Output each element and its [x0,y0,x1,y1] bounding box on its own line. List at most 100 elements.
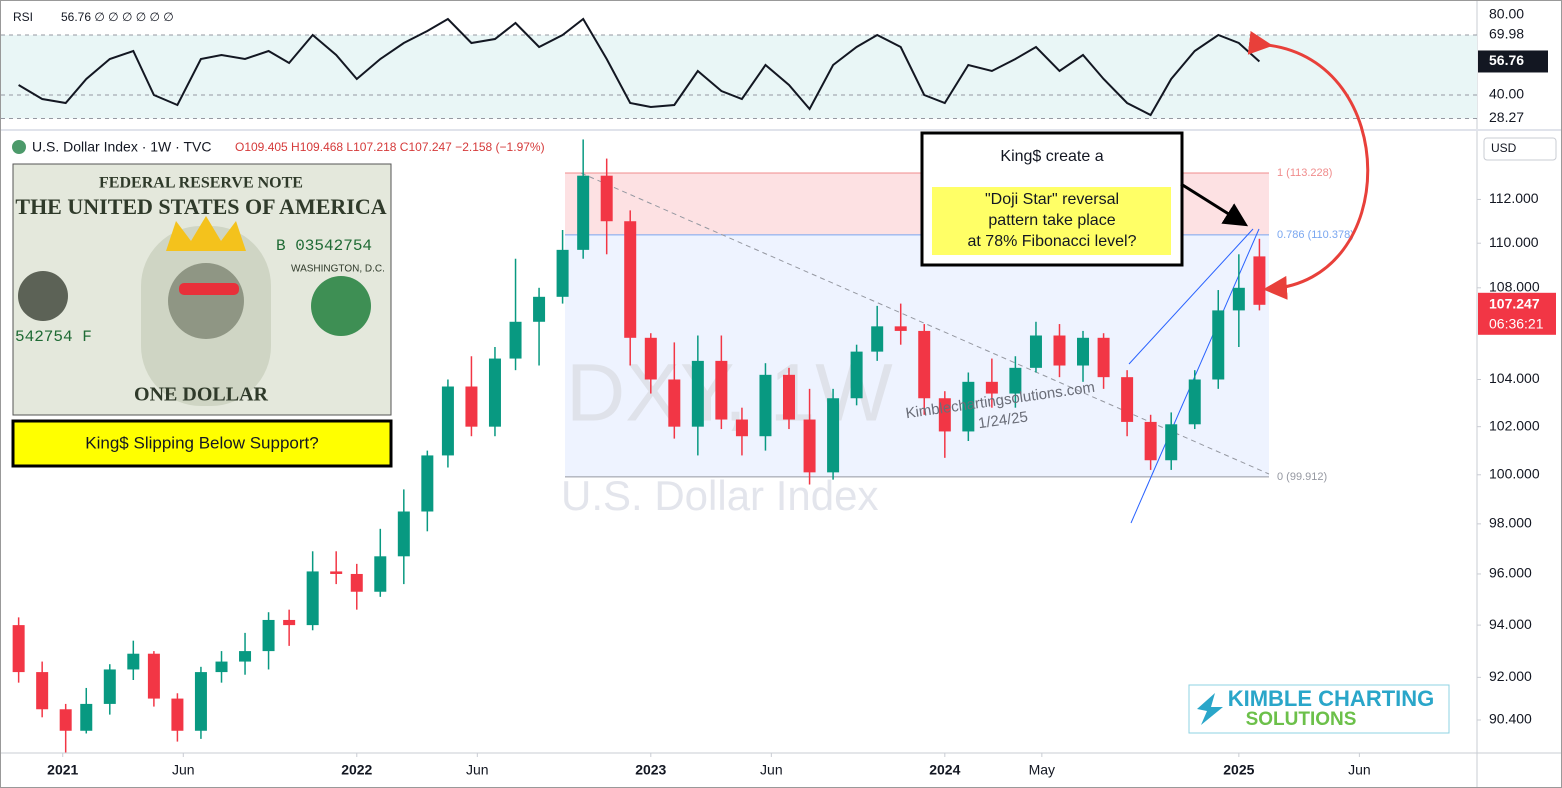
x-tick-label: 2025 [1223,762,1254,778]
candle-body [441,386,454,456]
watermark: U.S. Dollar Index [561,472,878,519]
candle-body [1253,256,1266,305]
candle-body [488,358,501,427]
candle-body [962,381,975,432]
bill-text: B 03542754 [276,237,372,255]
countdown: 06:36:21 [1489,316,1544,332]
note-highlight [932,187,1171,255]
candle-body [374,556,387,592]
note-text: pattern take place [988,212,1115,229]
candle-body [147,653,160,699]
portrait-face [168,263,244,339]
glasses [179,283,239,295]
arrow [1180,182,1249,227]
candle-body [12,625,25,673]
price-subtitle: O109.405 H109.468 L107.218 C107.247 −2.1… [235,140,545,154]
axes: 80.00 69.98 40.00 28.27 56.76 90.400 92.000 94.… [47,6,1556,778]
bill-text: WASHINGTON, D.C. [291,264,385,275]
bill-image: FEDERAL RESERVE NOTE THE UNITED STATES O… [12,163,392,416]
rsi-value: 56.76 [1489,52,1524,68]
rsi-subtitle: 56.76 ∅ ∅ ∅ ∅ ∅ ∅ [61,10,174,24]
rsi-value-box [1478,50,1548,73]
candle-body [556,249,569,297]
seal [18,271,68,321]
candle-body [624,221,637,338]
bill-text: THE UNITED STATES OF AMERICA [15,194,386,219]
candle-body [577,175,590,250]
symbol-icon [12,140,26,154]
candle-body [59,709,72,731]
candle-body [1188,379,1201,425]
candle-body [330,571,343,574]
crown [166,216,246,251]
x-tick-label: Jun [466,762,489,778]
x-tick-label: 2022 [341,762,372,778]
seal [311,276,371,336]
banner-box [11,419,393,468]
candle-body [1029,335,1042,368]
candle-body [465,386,478,427]
candle-body [533,296,546,322]
candle-body [1212,310,1225,380]
candle-body [827,398,840,473]
candle-body [759,374,772,437]
candle-body [239,651,252,662]
candle-body [1097,337,1110,378]
y-tick-label: 80.00 [1489,6,1524,22]
x-tick-label: Jun [1348,762,1371,778]
candle-body [262,619,275,652]
candle-body [1009,367,1022,394]
x-tick-label: Jun [760,762,783,778]
candle-body [1232,287,1245,311]
logo-box [1188,684,1450,734]
candle-body [1077,337,1090,366]
price-box [1478,292,1556,335]
y-tick-label: 102.000 [1489,417,1540,433]
candle-body [894,326,907,331]
y-tick-label: 98.000 [1489,515,1532,531]
candle-body [194,672,207,731]
candle-body [782,374,795,420]
x-tick-label: 2023 [635,762,666,778]
candle-body [36,672,49,710]
fib-label: 1 (113.228) [1277,167,1332,179]
candle-body [600,175,613,222]
arrow [1247,30,1370,300]
bill-text: 542754 F [15,328,92,346]
y-tick-label: 96.000 [1489,565,1532,581]
logo-mark [1197,693,1223,725]
x-tick-label: May [1029,762,1055,778]
candle-body [171,698,184,731]
candle-body [397,511,410,557]
wedge-line [1128,228,1254,365]
candle-body [127,653,140,670]
y-tick-label: 28.27 [1489,109,1524,125]
bill-text: FEDERAL RESERVE NOTE [99,175,303,192]
candle-body [1144,421,1157,461]
y-tick-label: 108.000 [1489,279,1540,295]
candle-body [1121,377,1134,422]
currency-box[interactable] [1483,137,1557,161]
logo-text: SOLUTIONS [1246,709,1357,730]
candle-body [715,360,728,420]
banner: King$ Slipping Below Support? [85,433,318,452]
fib-label: 0.786 (110.378) [1277,229,1354,241]
fib-label: 0 (99.912) [1277,471,1327,483]
y-tick-label: 90.400 [1489,711,1532,727]
rsi-line [18,17,1261,117]
candle-body [691,360,704,427]
candle-body [215,661,228,673]
candle-body [735,419,748,437]
y-tick-label: 112.000 [1489,190,1539,206]
rsi-title: RSI [13,10,33,24]
bill-text: ONE DOLLAR [134,384,268,406]
x-tick-label: Jun [172,762,195,778]
y-tick-label: 92.000 [1489,668,1532,684]
candle-body [80,703,93,731]
candle-body [421,455,434,512]
candle-body [644,337,657,380]
candle-body [283,619,296,626]
candle-body [103,669,116,704]
candle-body [668,379,681,427]
price-value: 107.247 [1489,296,1540,312]
